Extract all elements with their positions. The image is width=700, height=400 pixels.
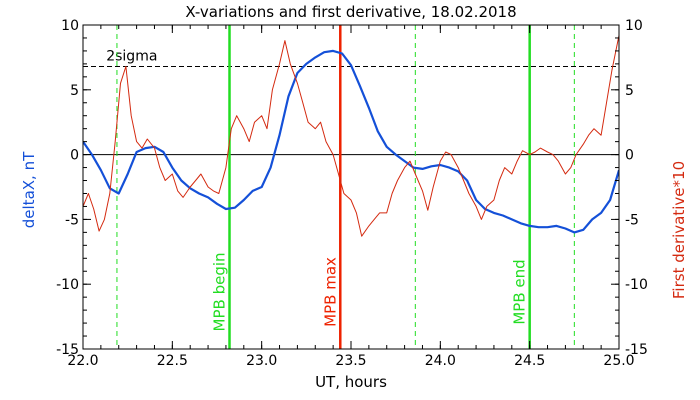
y-tick-label-right-3: -5	[625, 212, 639, 228]
plot-frame	[82, 24, 620, 350]
axis-ticks: 22.0 22.5 23.0 23.5 24.0 24.5 25.0 10 10 5 5 0 0 -5 -5…	[56, 18, 648, 369]
x-tick-label-4: 24.0	[425, 353, 456, 369]
chart-title: X-variations and first derivative, 18.02…	[185, 3, 516, 21]
y-axis-label-left: deltaX, nT	[20, 151, 38, 228]
y-tick-label-right-2: 0	[625, 148, 634, 164]
y-tick-label-right-4: -10	[625, 277, 648, 293]
y-tick-label-right-5: -15	[625, 342, 648, 358]
y-tick-label-left-2: 0	[70, 148, 79, 164]
x-tick-label-3: 23.5	[335, 353, 366, 369]
x-axis-label: UT, hours	[315, 373, 387, 391]
series-line-derivative	[83, 35, 619, 237]
vertical-line-label-2: MPB max	[321, 257, 339, 327]
vertical-markers: MPB begin MPB max MPB end	[116, 25, 575, 349]
x-tick-label-6: 25.0	[603, 353, 634, 369]
y-tick-label-left-3: -5	[65, 212, 79, 228]
y-tick-label-right-0: 10	[625, 18, 643, 34]
y-tick-label-left-0: 10	[61, 18, 79, 34]
y-tick-label-left-5: -15	[56, 342, 79, 358]
x-tick-label-2: 23.0	[246, 353, 277, 369]
y-tick-label-right-1: 5	[625, 83, 634, 99]
y-axis-label-right: First derivative*10	[670, 161, 688, 299]
y-tick-label-left-4: -10	[56, 277, 79, 293]
vertical-line-label-4: MPB end	[511, 259, 529, 324]
vertical-line-label-1: MPB begin	[211, 252, 229, 331]
y-tick-label-left-1: 5	[70, 83, 79, 99]
reference-label-1: 2sigma	[106, 48, 157, 64]
series-line-deltaX	[83, 49, 619, 234]
series-lines	[83, 35, 619, 237]
x-tick-label-1: 22.5	[157, 353, 188, 369]
x-tick-label-5: 24.5	[514, 353, 545, 369]
x-tick-label-0: 22.0	[67, 353, 98, 369]
